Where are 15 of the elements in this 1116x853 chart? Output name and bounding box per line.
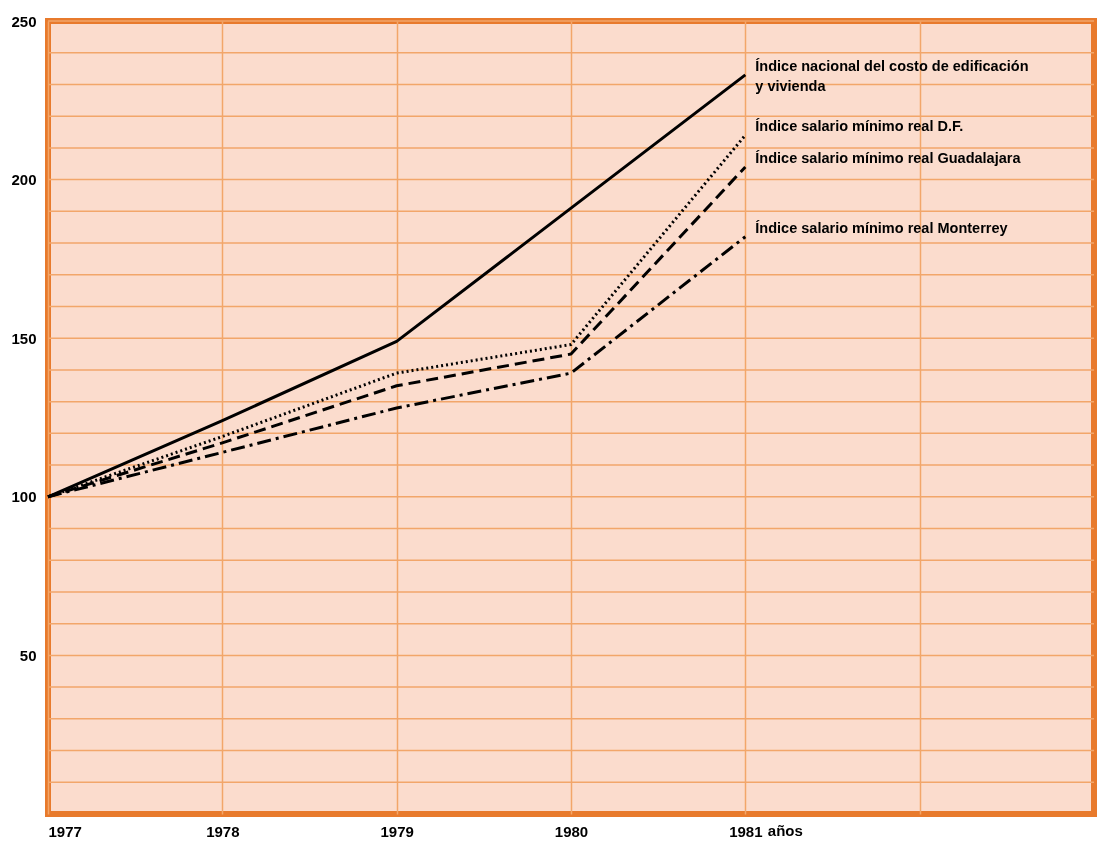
series-label: Índice salario mínimo real Guadalajara [755, 149, 1022, 166]
x-tick-label: 1977 [48, 822, 82, 840]
y-tick-label: 100 [11, 488, 37, 506]
y-tick-label: 50 [19, 646, 37, 664]
y-tick-label: 200 [11, 171, 37, 189]
y-tick-label: 250 [11, 12, 37, 30]
y-tick-label: 150 [11, 329, 37, 347]
series-label: Índice salario mínimo real Monterrey [755, 219, 1008, 236]
x-axis-title: años [767, 821, 803, 839]
x-tick-label: 1979 [380, 822, 414, 840]
series-label: Índice salario mínimo real D.F. [755, 118, 964, 135]
series-label: Índice nacional del costo de edificación y vivienda [755, 57, 1029, 94]
x-tick-label: 1980 [554, 822, 589, 840]
x-tick-label: 1978 [206, 822, 240, 840]
x-tick-label: 1981 [729, 822, 763, 840]
